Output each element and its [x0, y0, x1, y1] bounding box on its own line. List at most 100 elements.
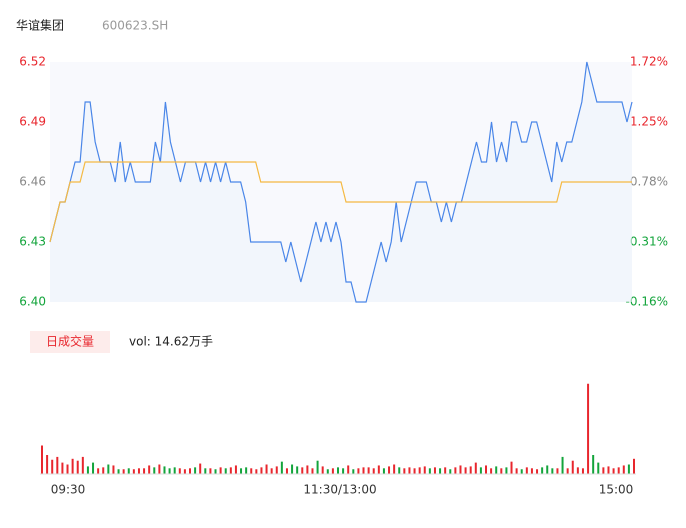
volume-bar	[510, 461, 513, 474]
volume-bar	[296, 466, 299, 474]
volume-bar	[280, 461, 283, 474]
volume-bar	[617, 467, 620, 474]
y2-tick-label: 0.31%	[630, 235, 668, 249]
volume-bar	[377, 465, 380, 474]
volume-bar	[127, 468, 130, 474]
volume-bar	[566, 468, 569, 474]
volume-bar	[117, 469, 120, 474]
volume-bar	[597, 462, 600, 474]
volume-bar	[240, 468, 243, 474]
y2-tick-label: 1.25%	[630, 115, 668, 129]
volume-bar	[56, 456, 59, 474]
stock-code: 600623.SH	[102, 19, 168, 33]
volume-bar	[194, 467, 197, 474]
volume-bar	[46, 455, 49, 474]
volume-bar	[602, 467, 605, 474]
volume-bar	[633, 458, 635, 474]
y-tick-label: 6.40	[19, 295, 46, 309]
volume-bar	[546, 465, 549, 474]
volume-bar	[291, 464, 294, 474]
volume-bar	[408, 467, 411, 474]
y-tick-label: 6.46	[19, 175, 46, 189]
volume-bar	[331, 468, 334, 474]
volume-badge-bg	[30, 331, 110, 353]
y-tick-label: 6.49	[19, 115, 46, 129]
volume-bar	[132, 469, 135, 474]
volume-bar	[163, 466, 166, 474]
y2-tick-label: -0.16%	[626, 295, 668, 309]
volume-bar	[403, 468, 406, 474]
volume-badge: 日成交量	[46, 334, 94, 349]
volume-bar	[250, 468, 253, 474]
price-area	[50, 62, 632, 302]
volume-bar	[571, 460, 574, 474]
volume-bar	[464, 467, 467, 474]
volume-bar	[122, 469, 125, 474]
volume-bar	[352, 469, 355, 474]
volume-bar	[337, 467, 339, 474]
volume-bar	[525, 467, 528, 474]
volume-bar	[413, 468, 416, 474]
volume-bar	[520, 469, 523, 474]
volume-bar	[449, 469, 452, 474]
volume-bar	[439, 468, 442, 474]
volume-bar	[576, 467, 579, 474]
volume-bar	[627, 464, 630, 474]
volume-bar	[168, 468, 171, 474]
volume-bar	[41, 445, 43, 474]
volume-bar	[505, 467, 508, 474]
volume-bar	[189, 468, 191, 474]
volume-bar	[148, 465, 151, 474]
volume-bar	[469, 466, 472, 474]
volume-bar	[612, 468, 615, 474]
volume-bar	[306, 465, 309, 474]
volume-bar	[423, 466, 426, 474]
volume-bar	[362, 467, 365, 474]
volume-bar	[536, 469, 539, 474]
volume-bar	[61, 462, 64, 474]
time-label: 15:00	[599, 483, 634, 497]
volume-bar	[382, 468, 385, 474]
volume-bar	[97, 468, 100, 474]
volume-bar	[209, 468, 212, 474]
volume-bar	[622, 465, 625, 474]
volume-bar	[66, 464, 69, 474]
volume-bar	[270, 468, 273, 474]
volume-bar	[490, 468, 493, 474]
time-label: 11:30/13:00	[303, 483, 376, 497]
volume-text: vol: 14.62万手	[129, 335, 213, 349]
volume-bar	[178, 468, 181, 474]
volume-bar	[183, 469, 186, 474]
volume-bar	[347, 465, 350, 474]
volume-bar	[260, 467, 263, 474]
volume-bar	[479, 467, 482, 474]
volume-bar	[102, 467, 105, 474]
volume-bar	[428, 468, 431, 474]
y-tick-label: 6.43	[19, 235, 46, 249]
volume-bar	[321, 466, 324, 474]
volume-bar	[541, 467, 544, 474]
volume-bar	[107, 464, 110, 474]
volume-bar	[301, 467, 304, 474]
volume-bar	[342, 468, 345, 474]
volume-bar	[255, 469, 258, 474]
volume-bar	[587, 383, 590, 474]
time-label: 09:30	[51, 483, 86, 497]
volume-bar	[92, 462, 95, 474]
volume-bar	[393, 464, 396, 474]
volume-bar	[444, 467, 447, 474]
volume-bar	[592, 455, 595, 474]
average-line	[49, 161, 632, 243]
stock-name: 华谊集团	[16, 18, 64, 33]
volume-bar	[265, 464, 268, 474]
volume-bar	[245, 467, 248, 474]
volume-bar	[388, 466, 391, 474]
volume-bar	[204, 468, 207, 474]
volume-bar	[51, 459, 54, 474]
volume-bar	[137, 468, 140, 474]
volume-bar	[459, 465, 462, 474]
volume-bar	[153, 467, 156, 474]
volume-bar	[316, 460, 319, 474]
volume-bar	[81, 456, 84, 474]
